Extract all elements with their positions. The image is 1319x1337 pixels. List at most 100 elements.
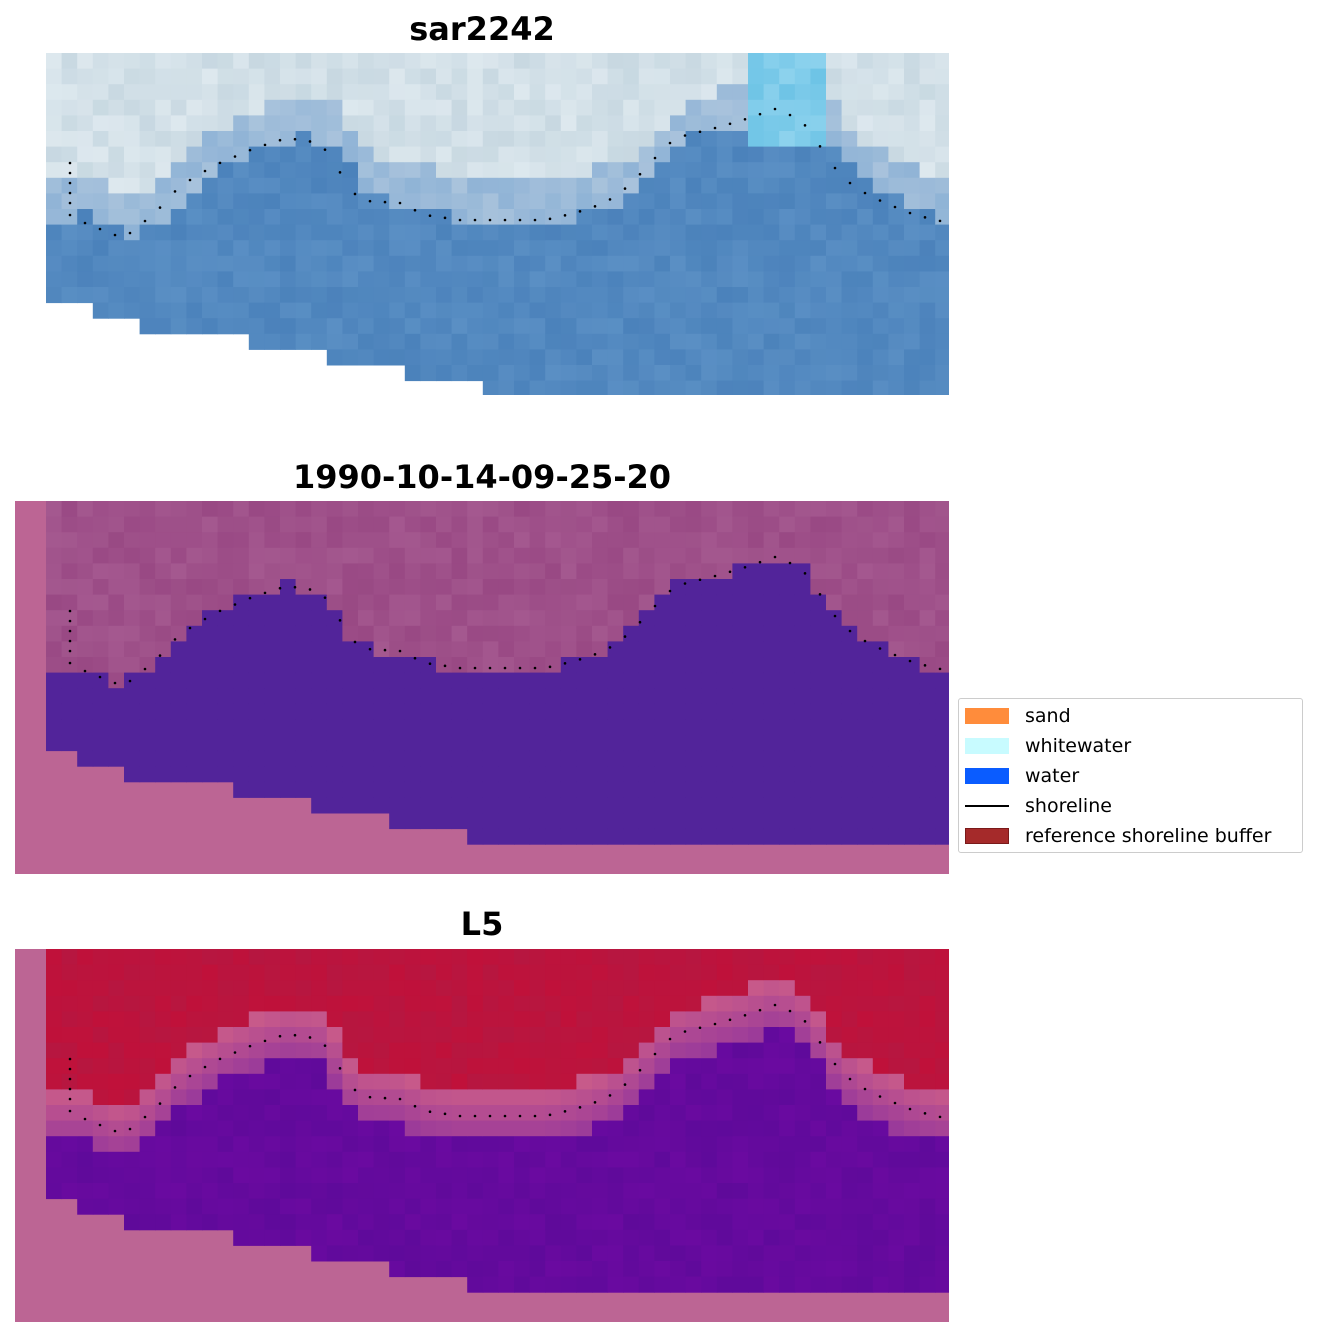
image-pixel [451, 209, 468, 226]
index-pixel [420, 1027, 437, 1044]
image-pixel [514, 99, 531, 116]
index-pixel [545, 1011, 562, 1028]
index-pixel [607, 949, 624, 966]
index-pixel [498, 1167, 515, 1184]
image-pixel [872, 255, 889, 272]
image-pixel [373, 68, 390, 85]
index-pixel [685, 995, 702, 1012]
image-pixel [498, 318, 515, 335]
class-pixel [545, 516, 562, 533]
class-pixel [841, 657, 858, 674]
shoreline-dot [668, 589, 672, 593]
image-pixel [857, 84, 874, 101]
index-pixel [202, 1120, 219, 1137]
class-pixel [108, 501, 125, 518]
index-pixel [919, 1214, 936, 1231]
image-pixel [841, 162, 858, 179]
index-pixel [935, 1198, 949, 1215]
index-pixel [904, 1073, 921, 1090]
image-pixel [451, 146, 468, 163]
image-pixel [326, 209, 343, 226]
index-pixel [935, 1214, 949, 1231]
image-pixel [857, 53, 874, 70]
index-pixel [467, 1183, 484, 1200]
class-pixel [592, 703, 609, 720]
index-pixel [420, 1198, 437, 1215]
index-pixel [935, 1058, 949, 1075]
image-pixel [514, 240, 531, 257]
class-pixel [389, 516, 406, 533]
image-pixel [233, 318, 250, 335]
class-pixel [654, 813, 671, 830]
index-pixel [841, 1105, 858, 1122]
class-pixel [919, 703, 936, 720]
class-pixel [108, 641, 125, 658]
whitewater-swatch [965, 738, 1009, 754]
index-pixel [592, 1136, 609, 1153]
image-pixel [607, 287, 624, 304]
class-pixel [857, 672, 874, 689]
index-pixel [217, 1089, 234, 1106]
image-pixel [404, 209, 421, 226]
index-pixel [498, 1120, 515, 1137]
index-pixel [389, 1229, 406, 1246]
class-pixel [264, 735, 281, 752]
class-pixel [576, 813, 593, 830]
class-pixel [280, 532, 297, 549]
image-pixel [623, 380, 640, 395]
image-pixel [202, 287, 219, 304]
image-pixel [857, 99, 874, 116]
index-pixel [451, 1027, 468, 1044]
class-pixel [919, 563, 936, 580]
image-pixel [545, 240, 562, 257]
class-pixel [888, 813, 905, 830]
shoreline-dot [353, 640, 357, 644]
image-pixel [560, 240, 577, 257]
class-pixel [326, 672, 343, 689]
image-pixel [389, 240, 406, 257]
index-pixel [826, 1105, 843, 1122]
class-pixel [732, 781, 749, 798]
class-pixel [716, 766, 733, 783]
index-pixel [529, 949, 546, 966]
index-pixel [529, 1167, 546, 1184]
class-pixel [420, 501, 437, 518]
image-pixel [389, 193, 406, 210]
image-pixel [467, 177, 484, 194]
index-pixel [826, 1261, 843, 1278]
shoreline-dot [653, 156, 657, 160]
image-pixel [420, 193, 437, 210]
image-pixel [935, 240, 949, 257]
index-pixel [46, 949, 63, 966]
image-pixel [888, 318, 905, 335]
image-pixel [592, 240, 609, 257]
index-pixel [436, 1151, 453, 1168]
index-pixel [888, 1245, 905, 1262]
class-pixel [529, 735, 546, 752]
index-pixel [670, 964, 687, 981]
class-pixel [654, 828, 671, 845]
image-pixel [280, 68, 297, 85]
index-pixel [358, 1120, 375, 1137]
buffer-swatch [965, 828, 1009, 844]
class-pixel [888, 563, 905, 580]
class-pixel [61, 547, 78, 564]
shoreline-dot [698, 130, 702, 134]
index-pixel [467, 949, 484, 966]
class-pixel [467, 547, 484, 564]
class-pixel [810, 501, 827, 518]
class-pixel [748, 625, 765, 642]
index-pixel [451, 949, 468, 966]
index-pixel [638, 1151, 655, 1168]
index-pixel [576, 964, 593, 981]
image-pixel [295, 53, 312, 70]
index-pixel [46, 1151, 63, 1168]
class-pixel [482, 688, 499, 705]
index-pixel [779, 1120, 796, 1137]
index-pixel [436, 1089, 453, 1106]
image-pixel [670, 84, 687, 101]
class-pixel [638, 797, 655, 814]
image-pixel [623, 115, 640, 132]
class-pixel [857, 501, 874, 518]
index-pixel [779, 1214, 796, 1231]
